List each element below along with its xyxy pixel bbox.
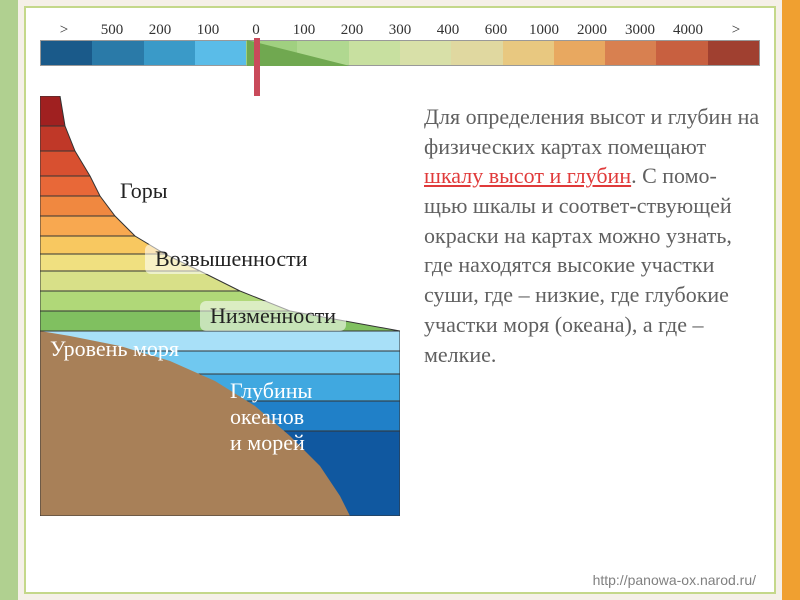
scale-tick: 500 bbox=[88, 22, 136, 40]
scale-tick: 100 bbox=[280, 22, 328, 40]
scale-tick: 3000 bbox=[616, 22, 664, 40]
slide-edge-left bbox=[0, 0, 18, 600]
scale-swatch bbox=[708, 41, 759, 65]
scale-tick: > bbox=[712, 22, 760, 40]
elevation-scale: >500200100010020030040060010002000300040… bbox=[40, 22, 760, 86]
scale-tick: 200 bbox=[136, 22, 184, 40]
slide-edge-right bbox=[782, 0, 800, 600]
scale-swatch bbox=[92, 41, 143, 65]
scale-swatch bbox=[144, 41, 195, 65]
scale-tick: 2000 bbox=[568, 22, 616, 40]
scale-indicator-triangle bbox=[247, 40, 350, 66]
explain-pre: Для определения высот и глубин на физиче… bbox=[424, 104, 759, 159]
explain-highlight: шкалу высот и глубин bbox=[424, 163, 631, 188]
scale-tick: 4000 bbox=[664, 22, 712, 40]
scale-swatch bbox=[503, 41, 554, 65]
footer-url: http://panowa-ox.narod.ru/ bbox=[593, 572, 756, 588]
diagram-label-sea_level: Уровень моря bbox=[40, 334, 189, 364]
content-row: Горы Возвышенности Низменности Уровень моря… bbox=[40, 96, 760, 526]
scale-tick: 600 bbox=[472, 22, 520, 40]
scale-swatch bbox=[554, 41, 605, 65]
scale-tick-labels: >500200100010020030040060010002000300040… bbox=[40, 22, 760, 40]
scale-color-bar bbox=[40, 40, 760, 66]
relief-diagram: Горы Возвышенности Низменности Уровень моря… bbox=[40, 96, 400, 526]
diagram-label-depths_line3: и морей bbox=[220, 428, 315, 458]
scale-tick: 200 bbox=[328, 22, 376, 40]
scale-swatch bbox=[451, 41, 502, 65]
explanation-text: Для определения высот и глубин на физиче… bbox=[424, 96, 760, 526]
scale-swatch bbox=[195, 41, 246, 65]
scale-tick: > bbox=[40, 22, 88, 40]
explain-post: . С помо-щью шкалы и соответ-ствующей ок… bbox=[424, 163, 732, 366]
slide: >500200100010020030040060010002000300040… bbox=[24, 6, 776, 594]
scale-tick: 300 bbox=[376, 22, 424, 40]
scale-swatch bbox=[605, 41, 656, 65]
scale-tick: 1000 bbox=[520, 22, 568, 40]
scale-swatch bbox=[349, 41, 400, 65]
scale-tick: 100 bbox=[184, 22, 232, 40]
diagram-label-lowlands: Низменности bbox=[200, 301, 346, 331]
scale-swatch bbox=[656, 41, 707, 65]
scale-tick: 400 bbox=[424, 22, 472, 40]
diagram-label-mountains: Горы bbox=[110, 176, 178, 206]
scale-swatch bbox=[400, 41, 451, 65]
scale-zero-marker bbox=[254, 38, 260, 96]
diagram-label-uplands: Возвышенности bbox=[145, 244, 318, 274]
scale-swatch bbox=[41, 41, 92, 65]
